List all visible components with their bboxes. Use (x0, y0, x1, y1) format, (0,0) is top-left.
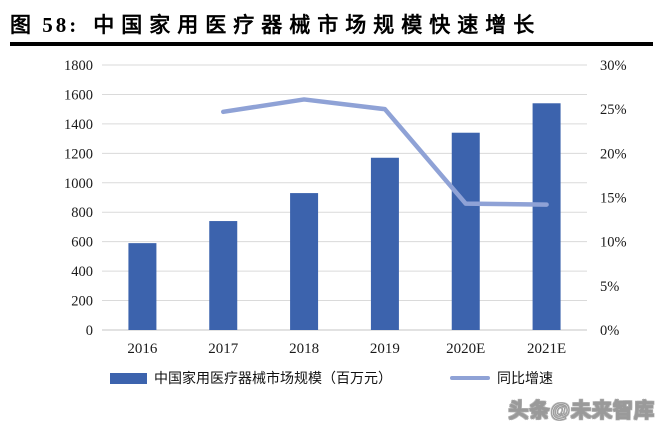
legend-line-swatch-icon (450, 376, 490, 381)
x-axis-label-2017: 2017 (208, 341, 239, 357)
y-axis-right-tick-label: 5% (600, 279, 619, 295)
y-axis-left-tick-label: 800 (71, 206, 93, 222)
legend-item-market-size: 中国家用医疗器械市场规模（百万元） (110, 368, 392, 388)
bar-2018 (290, 193, 319, 331)
y-axis-right-tick-label: 20% (600, 147, 627, 163)
y-axis-left-tick-label: 400 (71, 264, 93, 280)
figure-title-text: 中国家用医疗器械市场规模快速增长 (93, 13, 542, 37)
y-axis-left-tick-label: 600 (71, 235, 93, 251)
y-axis-right-tick-label: 15% (600, 191, 627, 207)
y-axis-right-tick-label: 10% (600, 235, 627, 251)
legend-item-growth-rate: 同比增速 (450, 368, 553, 388)
figure-header: 图 58: 中国家用医疗器械市场规模快速增长 (0, 0, 663, 47)
x-axis-label-2021E: 2021E (527, 341, 566, 357)
title-underline (10, 42, 653, 47)
bar-2021E (532, 103, 561, 331)
bar-2016 (128, 243, 157, 331)
legend-bar-label: 中国家用医疗器械市场规模（百万元） (154, 372, 392, 388)
figure-title: 图 58: 中国家用医疗器械市场规模快速增长 (10, 12, 653, 39)
x-axis-label-2020E: 2020E (446, 341, 485, 357)
y-axis-left-tick-label: 200 (71, 294, 93, 310)
x-axis-label-2019: 2019 (370, 341, 400, 357)
bar-2019 (370, 158, 399, 331)
x-axis-label-2018: 2018 (289, 341, 319, 357)
legend-line-label: 同比增速 (497, 372, 553, 388)
y-axis-right-tick-label: 0% (600, 323, 619, 339)
y-axis-left-tick-label: 1000 (64, 176, 93, 192)
yoy-growth-line (221, 97, 549, 208)
bar-2017 (209, 221, 238, 331)
figure-number-label: 图 58: (10, 13, 80, 37)
y-axis-left-tick-label: 1600 (64, 88, 93, 104)
y-axis-right-tick-label: 25% (600, 102, 627, 118)
y-axis-left-tick-label: 0 (86, 323, 93, 339)
combo-chart-plot: 0 200 400 600 800 1000 1200 1400 1600 1800 0% 5% 10%… (64, 58, 627, 357)
y-axis-left-tick-label: 1200 (64, 147, 93, 163)
bar-2020E (451, 133, 480, 331)
y-axis-right-tick-label: 30% (600, 58, 627, 74)
y-axis-left-tick-label: 1400 (64, 117, 93, 133)
y-axis-left-tick-label: 1800 (64, 58, 93, 74)
chart-legend: 中国家用医疗器械市场规模（百万元） 同比增速 (0, 368, 663, 388)
x-axis-label-2016: 2016 (127, 341, 158, 357)
watermark-text: 头条@未来智库 (508, 400, 655, 423)
legend-bar-swatch-icon (110, 372, 147, 384)
